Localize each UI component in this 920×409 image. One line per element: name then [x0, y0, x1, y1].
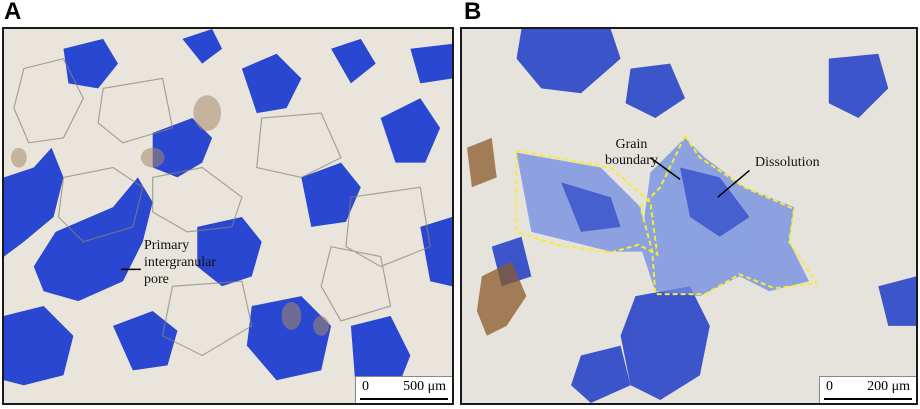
- scale-value-a: 500 μm: [403, 379, 446, 394]
- thin-section-image-b: [462, 29, 916, 403]
- micrograph-panel-b: Grain boundary Dissolution 0 200 μm: [460, 27, 918, 405]
- annotation-dissolution: Dissolution: [755, 155, 820, 170]
- annotation-primary-pore: Primary intergranular pore: [144, 238, 217, 287]
- scale-zero-b: 0: [826, 379, 833, 394]
- scale-bar-a: 0 500 μm: [355, 376, 452, 403]
- scale-value-b: 200 μm: [867, 379, 910, 394]
- scale-bar-b: 0 200 μm: [819, 376, 916, 403]
- annotation-grain-boundary: Grain boundary: [605, 137, 658, 168]
- panel-letter-a: A: [4, 0, 22, 25]
- micrograph-panel-a: Primary intergranular pore 0 500 μm: [2, 27, 454, 405]
- thin-section-image-a: [4, 29, 452, 403]
- scale-zero-a: 0: [362, 379, 369, 394]
- panel-letter-b: B: [464, 0, 482, 25]
